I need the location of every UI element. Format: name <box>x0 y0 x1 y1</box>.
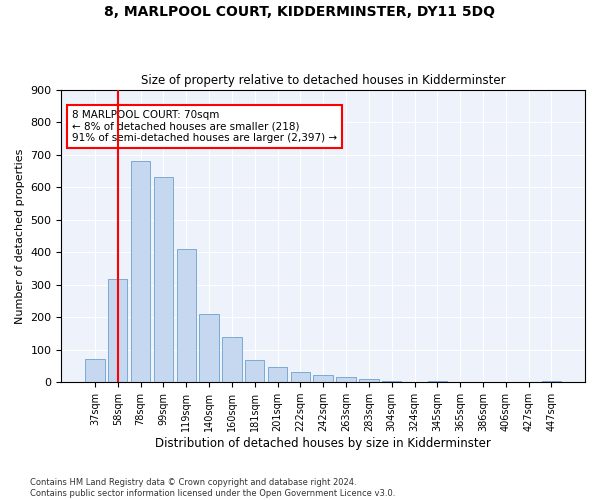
Bar <box>131 161 150 382</box>
Bar <box>85 360 104 382</box>
Bar <box>268 367 287 382</box>
Bar <box>337 378 356 382</box>
Y-axis label: Number of detached properties: Number of detached properties <box>15 148 25 324</box>
Bar <box>290 372 310 382</box>
Bar <box>245 360 265 382</box>
Title: Size of property relative to detached houses in Kidderminster: Size of property relative to detached ho… <box>141 74 506 87</box>
Bar <box>222 338 242 382</box>
X-axis label: Distribution of detached houses by size in Kidderminster: Distribution of detached houses by size … <box>155 437 491 450</box>
Bar <box>313 375 333 382</box>
Text: 8, MARLPOOL COURT, KIDDERMINSTER, DY11 5DQ: 8, MARLPOOL COURT, KIDDERMINSTER, DY11 5… <box>104 5 496 19</box>
Text: Contains HM Land Registry data © Crown copyright and database right 2024.
Contai: Contains HM Land Registry data © Crown c… <box>30 478 395 498</box>
Bar <box>542 380 561 382</box>
Bar <box>382 380 401 382</box>
Bar <box>108 279 127 382</box>
Bar <box>199 314 219 382</box>
Bar <box>176 249 196 382</box>
Bar <box>154 176 173 382</box>
Bar <box>428 380 447 382</box>
Text: 8 MARLPOOL COURT: 70sqm
← 8% of detached houses are smaller (218)
91% of semi-de: 8 MARLPOOL COURT: 70sqm ← 8% of detached… <box>72 110 337 143</box>
Bar <box>359 379 379 382</box>
